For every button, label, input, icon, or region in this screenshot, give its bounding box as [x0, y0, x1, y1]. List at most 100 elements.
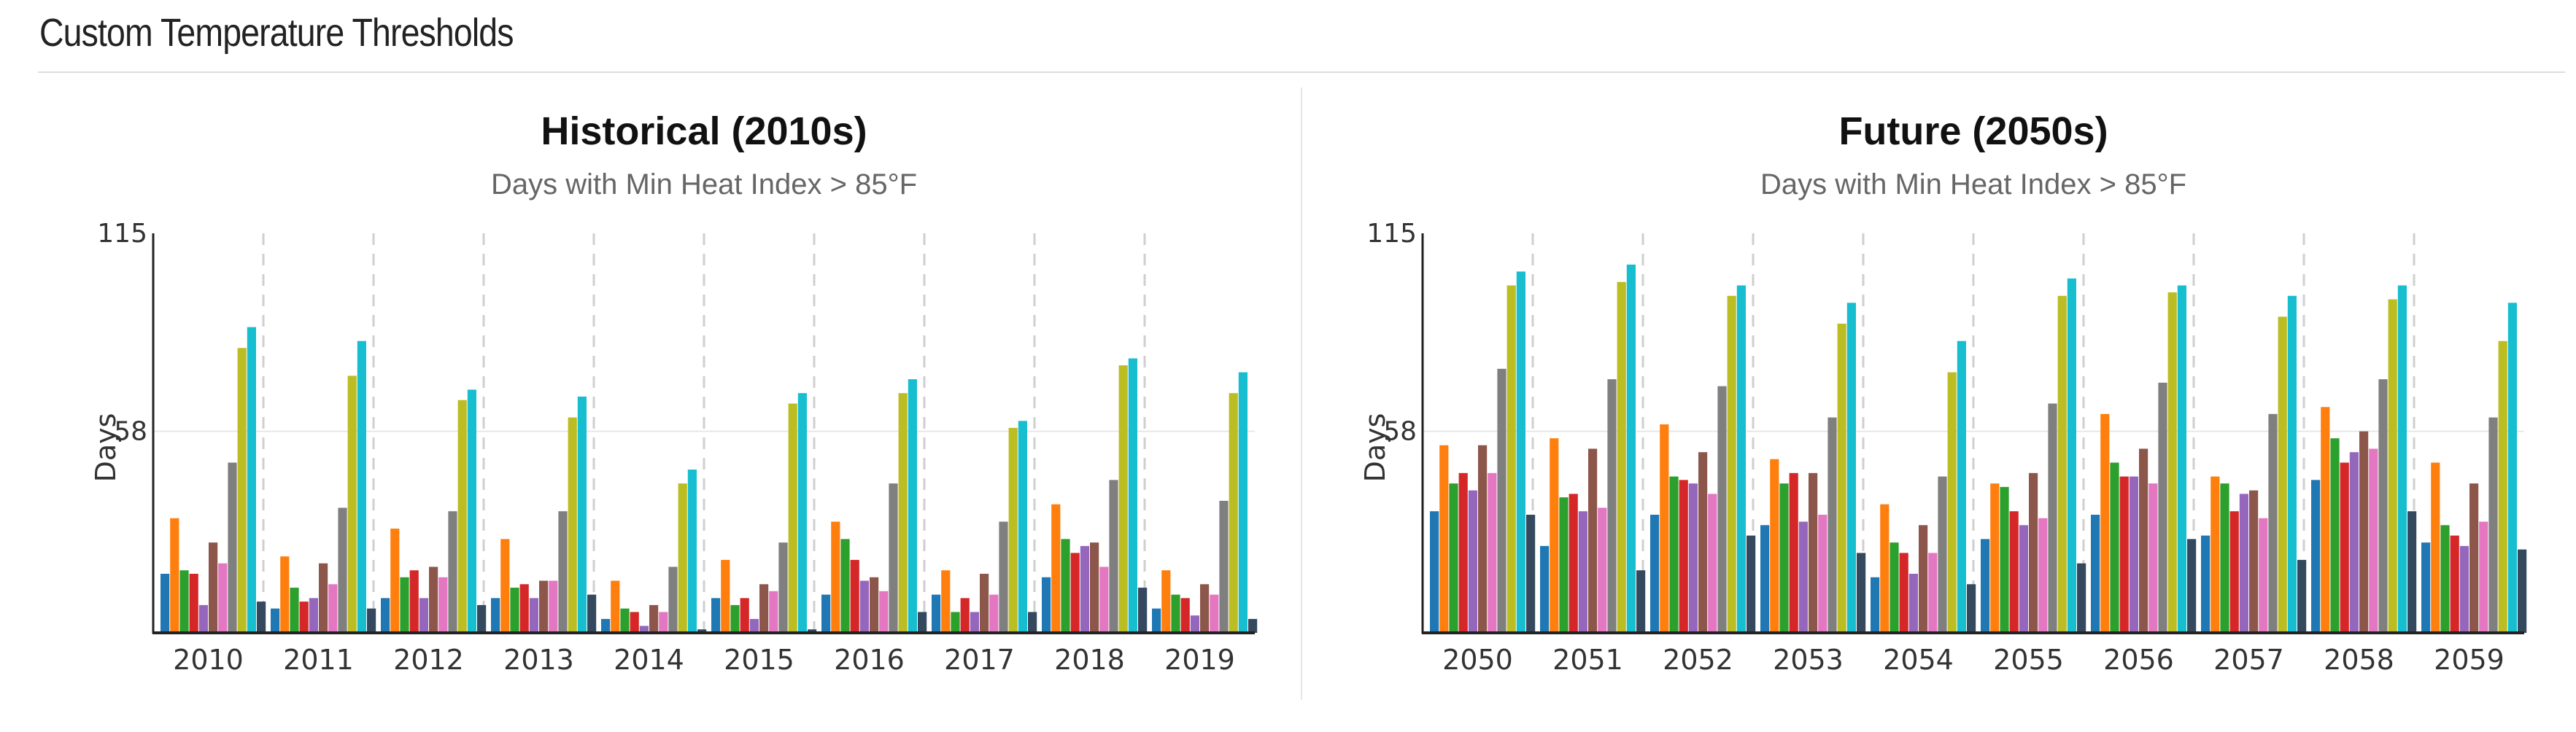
bar	[730, 604, 740, 633]
page-header: Custom Temperature Thresholds	[38, 10, 2565, 73]
bar	[2268, 413, 2278, 633]
bar	[1607, 379, 1617, 633]
y-tick-label: 115	[1366, 219, 1417, 249]
bar	[2177, 285, 2186, 633]
bar	[160, 573, 170, 633]
x-tick-label: 2059	[2434, 644, 2505, 676]
bar	[419, 598, 428, 633]
bar	[381, 598, 390, 633]
bar	[840, 539, 850, 633]
bar	[2378, 379, 2388, 633]
bar	[1798, 521, 1808, 633]
bar	[357, 340, 366, 633]
bar	[1468, 490, 1477, 633]
bar	[970, 612, 979, 633]
bar	[1890, 542, 1899, 633]
bar	[1238, 372, 1248, 633]
bar	[390, 529, 400, 633]
bar	[237, 348, 247, 633]
bar	[2488, 417, 2498, 633]
bar	[687, 470, 697, 633]
x-tick-label: 2010	[173, 644, 244, 676]
bar	[280, 556, 290, 633]
bar	[1827, 417, 1837, 633]
bar	[367, 608, 376, 633]
bar	[2091, 514, 2100, 633]
bar	[2287, 295, 2297, 633]
bar	[1248, 618, 1258, 633]
bar	[2311, 480, 2321, 633]
bar	[932, 594, 941, 633]
bar	[1747, 535, 1756, 633]
x-tick-label: 2056	[2103, 644, 2174, 676]
bar	[1190, 615, 1199, 633]
bar	[1506, 285, 1516, 633]
bar	[2038, 518, 2048, 633]
bar	[1128, 358, 1137, 633]
bar	[1516, 271, 1525, 633]
bar	[2220, 483, 2229, 633]
bar	[611, 580, 620, 633]
bar	[2278, 316, 2287, 633]
bar	[1837, 323, 1846, 633]
bar	[1957, 340, 1966, 633]
bar	[2048, 403, 2057, 633]
bar	[1789, 472, 1798, 633]
bar	[1526, 514, 1536, 633]
bar	[1118, 365, 1128, 633]
bar	[639, 626, 649, 633]
bar	[290, 588, 299, 633]
bar	[2000, 486, 2009, 633]
bar	[941, 570, 951, 633]
bar	[999, 521, 1008, 633]
x-tick-label: 2051	[1552, 644, 1623, 676]
bar	[1981, 539, 1990, 633]
bar	[2479, 521, 2488, 633]
bar	[1818, 514, 1827, 633]
bar	[2321, 407, 2330, 633]
bar	[1018, 421, 1027, 633]
bar	[918, 612, 927, 633]
bar	[960, 598, 970, 633]
bar	[769, 591, 778, 633]
bar	[1210, 594, 1219, 633]
x-tick-label: 2055	[1993, 644, 2064, 676]
bar	[1578, 511, 1587, 633]
x-tick-label: 2017	[944, 644, 1015, 676]
x-tick-label: 2013	[503, 644, 574, 676]
bar	[1760, 525, 1770, 633]
panel-divider	[1301, 87, 1302, 700]
bar	[1650, 514, 1660, 633]
bar	[740, 598, 749, 633]
bar	[309, 598, 318, 633]
bar	[2229, 511, 2239, 633]
bar	[2100, 413, 2110, 633]
bar	[870, 577, 879, 633]
chart-subtitle: Days with Min Heat Index > 85°F	[491, 168, 917, 200]
chart-title: Future (2050s)	[1838, 109, 2108, 153]
bar	[711, 598, 721, 633]
bar	[1042, 577, 1051, 633]
bar	[1928, 553, 1938, 633]
bar	[1540, 545, 1550, 633]
x-tick-label: 2011	[283, 644, 354, 676]
bar	[1708, 494, 1717, 633]
bar	[1809, 472, 1818, 633]
bar	[198, 604, 208, 633]
bar	[2431, 462, 2440, 633]
bar	[577, 396, 587, 633]
bar	[429, 566, 438, 633]
bar	[1109, 480, 1118, 633]
bar	[2259, 518, 2268, 633]
bar	[477, 604, 487, 633]
bar	[2359, 431, 2369, 633]
x-tick-label: 2050	[1442, 644, 1513, 676]
bar	[2057, 295, 2067, 633]
bar	[271, 608, 280, 633]
bar	[1550, 438, 1559, 633]
page-title: Custom Temperature Thresholds	[39, 11, 514, 55]
bar	[1660, 424, 1669, 633]
bar	[529, 598, 538, 633]
bar	[1138, 588, 1148, 633]
bar	[2407, 511, 2417, 633]
